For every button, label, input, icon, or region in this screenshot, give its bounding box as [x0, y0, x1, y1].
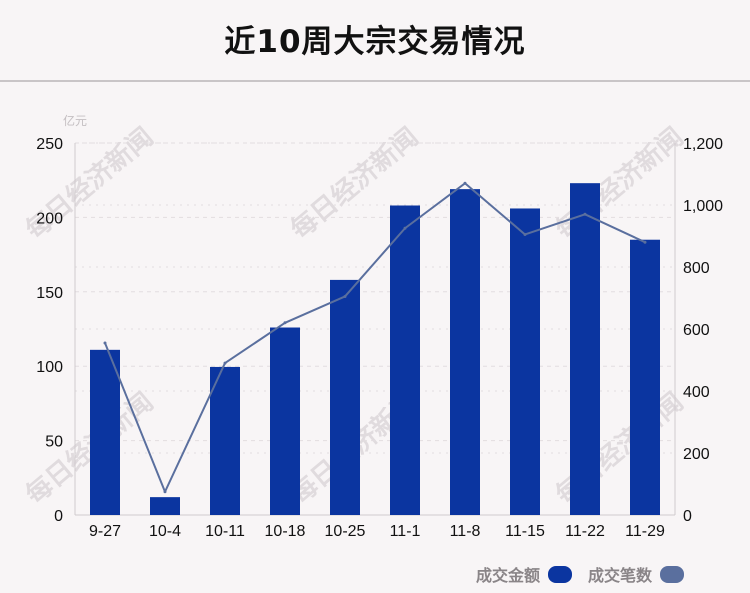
x-tick-label: 11-29 — [625, 523, 665, 540]
bar-11-29 — [630, 239, 660, 515]
line-point-11-15 — [523, 232, 527, 236]
left-tick-label: 200 — [36, 210, 63, 227]
line-point-9-27 — [103, 341, 107, 345]
legend-label-amount: 成交金额 — [475, 566, 540, 585]
line-point-11-22 — [583, 212, 587, 216]
chart-title: 近10周大宗交易情况 — [224, 24, 526, 60]
bar-9-27 — [90, 349, 120, 515]
legend-item-count: 成交笔数 — [588, 562, 684, 586]
x-tick-label: 10-4 — [149, 523, 181, 540]
right-tick-label: 1,000 — [683, 198, 723, 215]
legend-item-amount: 成交金额 — [476, 562, 572, 586]
bar-10-4 — [150, 497, 180, 515]
bar-11-15 — [510, 208, 540, 516]
bar-11-1 — [390, 205, 420, 515]
x-tick-label: 11-1 — [390, 523, 421, 540]
line-point-10-4 — [163, 490, 167, 494]
right-tick-label: 200 — [683, 446, 710, 463]
bar-10-25 — [330, 279, 360, 515]
line-count-series — [104, 182, 646, 493]
tick-labels: 0 50 100 150 200 250 0 200 400 600 800 1,000 1,200 9-… — [36, 113, 723, 540]
right-tick-label: 0 — [683, 508, 692, 525]
line-point-11-8 — [463, 181, 467, 185]
watermark-text: 每日经济新闻 — [20, 386, 159, 510]
line-point-10-11 — [223, 361, 227, 365]
line-point-11-1 — [403, 226, 407, 230]
legend-swatch-line — [660, 565, 684, 583]
bar-11-8 — [450, 189, 480, 516]
left-tick-label: 0 — [54, 508, 63, 525]
right-tick-label: 600 — [683, 322, 710, 339]
bar-11-22 — [570, 183, 600, 515]
x-tick-label: 11-22 — [565, 523, 605, 540]
line-series — [103, 181, 647, 494]
line-point-10-18 — [283, 321, 287, 325]
line-point-11-29 — [643, 240, 647, 244]
right-tick-label: 400 — [683, 384, 710, 401]
title-divider — [0, 80, 750, 82]
left-axis-unit: 亿元 — [63, 113, 87, 128]
x-tick-label: 9-27 — [89, 523, 121, 540]
x-tick-label: 10-25 — [325, 523, 366, 540]
right-tick-label: 1,200 — [683, 136, 723, 153]
right-tick-label: 800 — [683, 260, 710, 277]
x-tick-label: 11-8 — [450, 523, 481, 540]
left-tick-label: 100 — [36, 359, 63, 376]
left-tick-label: 250 — [36, 136, 63, 153]
left-tick-label: 50 — [45, 434, 63, 451]
x-tick-label: 10-11 — [205, 523, 245, 540]
legend-swatch-bar — [547, 565, 572, 583]
x-tick-label: 10-18 — [265, 523, 306, 540]
x-tick-label: 11-15 — [505, 523, 545, 540]
bar-10-18 — [270, 327, 300, 515]
legend-label-count: 成交笔数 — [587, 566, 652, 585]
legend: 成交金额 成交笔数 — [476, 563, 684, 585]
bar-10-11 — [210, 366, 240, 515]
left-tick-label: 150 — [36, 285, 63, 302]
bar-series — [90, 183, 660, 516]
line-point-10-25 — [343, 294, 347, 298]
